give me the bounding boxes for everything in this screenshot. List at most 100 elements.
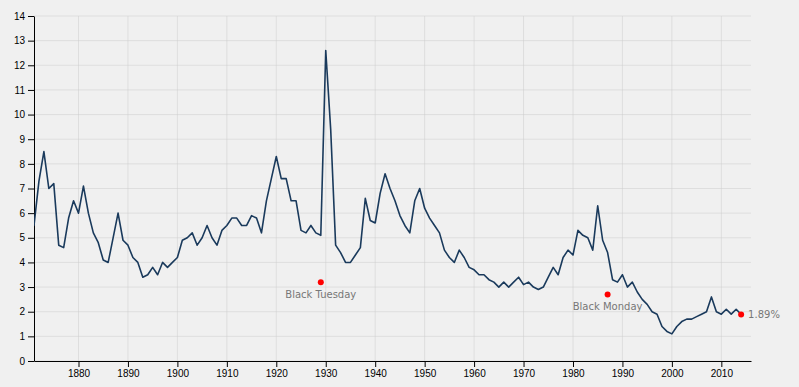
y-tick-mark <box>28 336 34 337</box>
y-axis-line <box>34 17 35 362</box>
x-tick-label: 1910 <box>216 368 239 379</box>
y-grid-line <box>34 262 751 263</box>
x-tick-label: 1880 <box>68 368 91 379</box>
x-tick: 1970 <box>513 361 536 379</box>
y-tick-mark <box>28 238 34 239</box>
y-tick-mark <box>28 262 34 263</box>
y-tick-mark <box>28 189 34 190</box>
y-tick-label: 4 <box>19 257 25 268</box>
y-tick-label: 5 <box>19 232 25 243</box>
x-tick: 1940 <box>365 361 388 379</box>
y-tick-mark <box>28 41 34 42</box>
x-tick: 2000 <box>661 361 684 379</box>
x-tick-label: 1960 <box>463 368 486 379</box>
x-tick: 1900 <box>167 361 190 379</box>
y-tick: 4 <box>19 257 34 268</box>
x-tick-label: 1940 <box>365 368 388 379</box>
y-tick: 3 <box>19 282 34 293</box>
x-tick-mark <box>474 361 475 367</box>
y-tick-label: 14 <box>14 11 26 22</box>
y-tick: 11 <box>15 85 34 96</box>
y-tick: 1 <box>19 331 34 342</box>
annotation-dot <box>318 279 324 285</box>
x-tick: 1980 <box>562 361 585 379</box>
y-tick-label: 1 <box>19 331 25 342</box>
x-tick-label: 2000 <box>661 368 684 379</box>
y-grid-line <box>34 336 751 337</box>
y-grid-line <box>34 188 751 189</box>
y-tick-label: 2 <box>19 306 25 317</box>
y-grid-line <box>34 163 751 164</box>
annotation-dot <box>738 311 744 317</box>
y-grid-line <box>34 213 751 214</box>
y-grid-line <box>34 311 751 312</box>
x-tick-label: 1930 <box>315 368 338 379</box>
y-tick: 8 <box>19 159 34 170</box>
x-tick: 1930 <box>315 361 338 379</box>
x-tick-label: 2010 <box>711 368 734 379</box>
y-tick: 2 <box>19 306 34 317</box>
annotation-dot <box>605 291 611 297</box>
x-tick: 1880 <box>68 361 91 379</box>
x-tick-label: 1890 <box>117 368 140 379</box>
y-grid-line <box>34 114 751 115</box>
y-tick: 13 <box>14 35 34 46</box>
x-tick-mark <box>721 361 722 367</box>
y-tick-mark <box>28 65 34 66</box>
x-axis-line <box>35 361 752 362</box>
y-tick-mark <box>28 139 34 140</box>
y-tick-label: 6 <box>19 208 25 219</box>
y-tick-mark <box>28 312 34 313</box>
y-tick: 6 <box>19 208 34 219</box>
y-axis: 01234567891011121314 <box>14 11 35 367</box>
y-tick-mark <box>28 287 34 288</box>
x-tick-mark <box>425 361 426 367</box>
y-tick-mark <box>28 90 34 91</box>
x-tick-label: 1990 <box>612 368 635 379</box>
x-tick-mark <box>622 361 623 367</box>
y-grid-line <box>34 89 751 90</box>
x-tick-label: 1900 <box>167 368 190 379</box>
annotations: Black TuesdayBlack Monday1.89% <box>285 289 780 320</box>
x-tick-mark <box>573 361 574 367</box>
x-tick-mark <box>128 361 129 367</box>
y-tick-label: 7 <box>19 183 25 194</box>
y-tick-mark <box>28 16 34 17</box>
y-tick-label: 10 <box>14 109 26 120</box>
y-tick: 7 <box>19 183 34 194</box>
annotation-label: Black Monday <box>573 301 643 312</box>
y-tick-label: 9 <box>19 134 25 145</box>
annotation-label: 1.89% <box>748 309 780 320</box>
y-tick-label: 0 <box>19 356 25 367</box>
chart: 1880189019001910192019301940195019601970… <box>0 0 799 387</box>
x-tick-mark <box>276 361 277 367</box>
x-tick-mark <box>524 361 525 367</box>
x-tick: 2010 <box>711 361 734 379</box>
y-tick-label: 11 <box>15 85 26 96</box>
x-tick-label: 1950 <box>414 368 437 379</box>
y-tick: 10 <box>14 109 34 120</box>
y-tick-mark <box>28 115 34 116</box>
y-tick: 12 <box>14 60 34 71</box>
y-grid-line <box>34 361 751 362</box>
x-tick: 1960 <box>463 361 486 379</box>
x-tick: 1910 <box>216 361 239 379</box>
x-tick-label: 1920 <box>266 368 289 379</box>
marks <box>34 51 744 334</box>
y-tick-label: 13 <box>14 35 26 46</box>
line <box>34 51 741 334</box>
x-tick-mark <box>79 361 80 367</box>
y-tick-label: 3 <box>19 282 25 293</box>
x-tick-label: 1980 <box>562 368 585 379</box>
x-tick-mark <box>177 361 178 367</box>
y-grid-line <box>34 287 751 288</box>
y-tick-label: 8 <box>19 159 25 170</box>
x-tick: 1950 <box>414 361 437 379</box>
y-grid-line <box>34 40 751 41</box>
x-tick: 1920 <box>266 361 289 379</box>
y-tick: 5 <box>19 232 34 243</box>
y-grid-line <box>34 139 751 140</box>
grid <box>34 16 751 361</box>
y-grid-line <box>34 16 751 17</box>
plot: 1880189019001910192019301940195019601970… <box>14 11 780 379</box>
